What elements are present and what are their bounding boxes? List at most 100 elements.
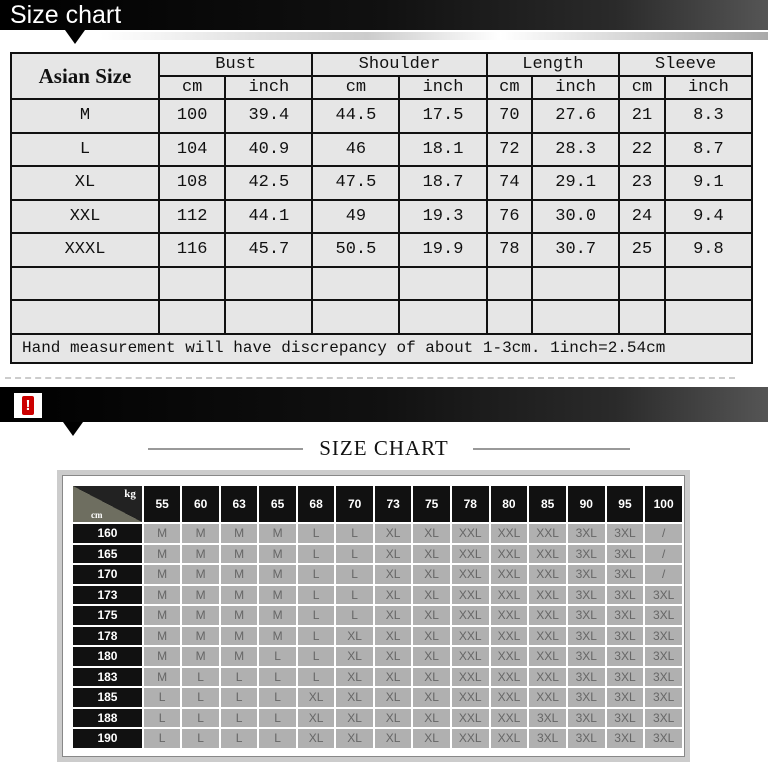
measurement-cell [311, 299, 401, 335]
measurement-cell: 9.1 [663, 165, 754, 201]
measurement-cell: 22 [618, 131, 666, 167]
size-cell: M [259, 524, 296, 543]
banner-pointer [63, 422, 83, 436]
size-cell: L [297, 524, 335, 543]
size-cell: XL [374, 647, 412, 666]
table-row [10, 299, 754, 335]
size-cell: XXL [451, 708, 489, 727]
size-cell: XXL [529, 585, 566, 604]
unit-header: inch [531, 75, 621, 100]
corner-cell: kg cm [73, 486, 142, 522]
measurement-cell: 100 [157, 98, 227, 134]
weight-header: 63 [220, 486, 258, 522]
size-cell: L [220, 729, 258, 748]
size-cell: XL [336, 688, 373, 707]
size-cell: L [297, 585, 335, 604]
size-cell: L [182, 729, 219, 748]
height-label: 190 [73, 729, 142, 748]
measurement-cell: 49 [311, 198, 401, 234]
measurement-cell: 27.6 [531, 98, 621, 134]
size-cell: XL [336, 708, 373, 727]
size-cell: M [182, 647, 219, 666]
measurement-cell: 29.1 [531, 165, 621, 201]
size-cell: 3XL [606, 626, 644, 645]
size-cell: M [143, 667, 181, 686]
height-row: 165 M M M M L L XL XL XXL XXL XXL 3XL 3XL / [73, 544, 682, 563]
size-cell: / [645, 524, 682, 543]
size-cell: XXL [451, 729, 489, 748]
size-cell: L [297, 647, 335, 666]
size-cell: 3XL [567, 544, 605, 563]
unit-header: cm [157, 75, 227, 100]
size-cell: L [297, 667, 335, 686]
size-cell: 3XL [567, 688, 605, 707]
measurement-cell [485, 265, 534, 301]
size-cell: XL [413, 647, 450, 666]
size-cell: L [259, 667, 296, 686]
size-cell: L [182, 688, 219, 707]
size-cell: XXL [451, 544, 489, 563]
size-label: M [10, 98, 160, 134]
size-cell: M [182, 524, 219, 543]
size-chart-title: SIZE CHART [319, 436, 449, 460]
size-cell: XL [374, 544, 412, 563]
measurement-cell: 72 [485, 131, 534, 167]
size-cell: M [259, 606, 296, 625]
measurement-cell [663, 299, 754, 335]
size-cell: XXL [529, 647, 566, 666]
size-cell: 3XL [567, 667, 605, 686]
measurement-cell: 116 [157, 232, 227, 268]
measurement-cell [224, 265, 314, 301]
measurement-cell: 21 [618, 98, 666, 134]
measurement-cell: 28.3 [531, 131, 621, 167]
size-cell: 3XL [606, 606, 644, 625]
size-cell: 3XL [606, 667, 644, 686]
measurement-cell: 45.7 [224, 232, 314, 268]
measurement-cell: 24 [618, 198, 666, 234]
unit-header: inch [663, 75, 754, 100]
measurement-cell: 39.4 [224, 98, 314, 134]
measurement-cell [398, 265, 488, 301]
header-row: Asian Size Bust Shoulder Length Sleeve [10, 52, 753, 100]
size-label: XXL [10, 198, 160, 234]
measurement-note: Hand measurement will have discrepancy o… [10, 332, 753, 364]
size-label [10, 299, 160, 335]
table-row: XL 108 42.5 47.5 18.7 74 29.1 23 9.1 [10, 165, 754, 201]
size-label: XXXL [10, 232, 160, 268]
size-guide-frame: kg cm 55 60 63 65 68 70 73 75 78 80 85 90 95 100 160 M M M M… [57, 470, 690, 762]
size-cell: XXL [490, 667, 528, 686]
height-label: 160 [73, 524, 142, 543]
measurement-cell: 42.5 [224, 165, 314, 201]
size-cell: XXL [529, 626, 566, 645]
size-cell: XL [374, 524, 412, 543]
size-cell: 3XL [645, 647, 682, 666]
weight-header: 68 [297, 486, 335, 522]
height-label: 180 [73, 647, 142, 666]
size-cell: XL [413, 667, 450, 686]
measurement-cell: 46 [311, 131, 401, 167]
measurement-cell [531, 265, 621, 301]
measurement-cell: 8.7 [663, 131, 754, 167]
size-cell: XL [413, 606, 450, 625]
weight-header: 65 [259, 486, 296, 522]
measurement-cell: 9.4 [663, 198, 754, 234]
size-cell: M [220, 585, 258, 604]
size-label: XL [10, 165, 160, 201]
size-cell: XXL [490, 544, 528, 563]
height-row: 183 M L L L L XL XL XL XXL XXL XXL 3XL 3XL 3XL [73, 667, 682, 686]
measurement-cell [618, 299, 666, 335]
measurement-cell: 30.7 [531, 232, 621, 268]
measurement-cell: 40.9 [224, 131, 314, 167]
size-cell: XL [374, 708, 412, 727]
measurement-cell: 50.5 [311, 232, 401, 268]
size-cell: XXL [529, 606, 566, 625]
size-cell: / [645, 544, 682, 563]
size-cell: 3XL [606, 544, 644, 563]
size-cell: 3XL [567, 606, 605, 625]
weight-header: 75 [413, 486, 450, 522]
height-row: 178 M M M M L XL XL XL XXL XXL XXL 3XL 3XL 3XL [73, 626, 682, 645]
size-cell: 3XL [645, 626, 682, 645]
measurement-cell [531, 299, 621, 335]
size-cell: 3XL [567, 626, 605, 645]
size-cell: M [220, 606, 258, 625]
